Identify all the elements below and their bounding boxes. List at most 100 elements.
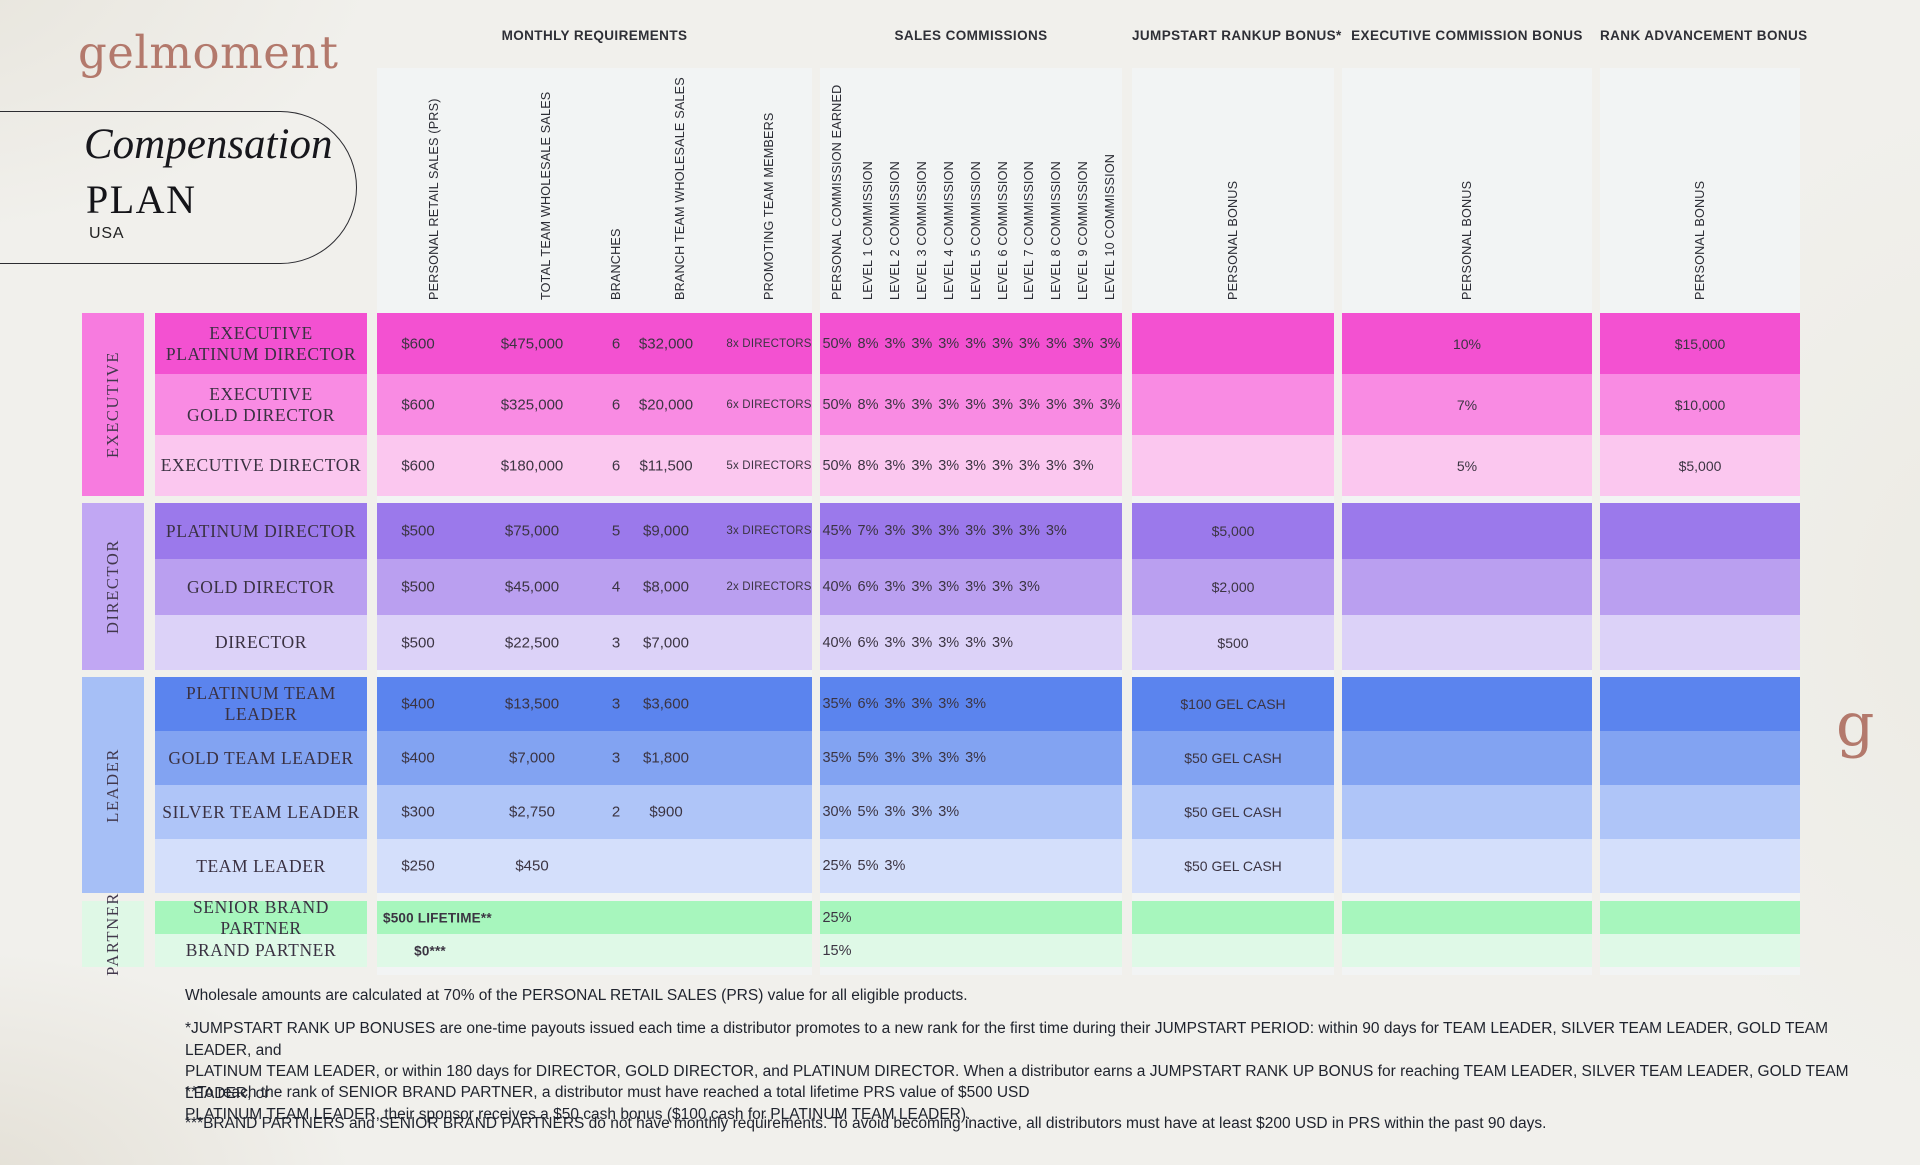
row-stripe-commissions: 25%: [820, 901, 1122, 934]
row-stripe-executive-bonus: [1342, 677, 1592, 731]
cell-value: 3%: [884, 579, 906, 595]
cell-value: 3%: [965, 335, 987, 352]
row-stripe-jumpstart: [1132, 901, 1334, 934]
cell-value: 3%: [992, 457, 1013, 474]
row-stripe-executive-bonus: [1342, 901, 1592, 934]
row-stripe-executive-bonus: [1342, 731, 1592, 785]
cell-value: 3%: [965, 457, 987, 474]
brand-monogram-icon: g: [1836, 690, 1875, 760]
cell-value: 3%: [911, 579, 933, 595]
rank-cell-brand-partner: BRAND PARTNER: [155, 934, 367, 967]
cell-value: 3%: [938, 396, 960, 413]
row-stripe-rank-advancement: $15,000: [1600, 313, 1800, 374]
row-stripe-monthly: $500 $45,000 4 $8,000 2x DIRECTORS: [377, 559, 812, 615]
cell-value: 3%: [911, 804, 933, 820]
cell-value: 6: [611, 457, 621, 474]
section-title-sales-commissions: SALES COMMISSIONS: [894, 28, 1048, 43]
row-stripe-executive-bonus: [1342, 839, 1592, 893]
column-label-sc-level-7-commission: LEVEL 7 COMMISSION: [1022, 161, 1037, 300]
row-stripe-rank-advancement: $5,000: [1600, 435, 1800, 496]
cell-value: 3: [611, 749, 621, 767]
cell-value: 3%: [1099, 396, 1121, 413]
row-stripe-executive-bonus: 10%: [1342, 313, 1592, 374]
column-label-sc-level-10-commission: LEVEL 10 COMMISSION: [1103, 153, 1118, 300]
cell-value: 3: [611, 634, 621, 651]
column-label-sc-level-8-commission: LEVEL 8 COMMISSION: [1049, 161, 1064, 300]
row-stripe-commissions: 35% 5% 3% 3% 3% 3%: [820, 731, 1122, 785]
section-title-jumpstart-rankup-bonus: JUMPSTART RANKUP BONUS*: [1132, 28, 1342, 43]
rank-group-partner: PARTNER: [82, 892, 144, 976]
cell-value: 3%: [938, 579, 960, 595]
cell-value: $250: [401, 857, 435, 875]
cell-value: 3%: [965, 696, 987, 712]
cell-value: $500: [401, 522, 435, 540]
cell-value: 3: [611, 695, 621, 713]
cell-value: 3%: [992, 396, 1013, 413]
row-stripe-monthly: $250 $450: [377, 839, 812, 893]
cell-value: 3%: [938, 523, 960, 539]
cell-value: 3%: [1018, 579, 1040, 595]
cell-value: 3%: [884, 634, 906, 651]
cell-value: $32,000: [638, 335, 694, 352]
cell-value: 7%: [857, 523, 879, 539]
cell-value: 3%: [965, 634, 987, 651]
cell-value: $500: [401, 634, 435, 651]
row-stripe-rank-advancement: [1600, 839, 1800, 893]
cell-value: 3%: [1018, 457, 1040, 474]
rank-group-label: DIRECTOR: [103, 538, 122, 634]
column-label-mr-total-team-wholesale-sales: TOTAL TEAM WHOLESALE SALES: [539, 91, 553, 300]
title-card: Compensation PLAN USA: [0, 111, 357, 264]
row-stripe-commissions: 30% 5% 3% 3% 3%: [820, 785, 1122, 839]
cell-value: $180,000: [500, 457, 564, 474]
row-stripe-rank-advancement: [1600, 559, 1800, 615]
cell-value: 6: [611, 396, 621, 413]
cell-value: 7%: [1456, 396, 1478, 413]
column-label-sc-level-1-commission: LEVEL 1 COMMISSION: [861, 161, 875, 300]
cell-value: 30%: [822, 804, 852, 820]
rank-cell-gold-team-leader: GOLD TEAM LEADER: [155, 731, 367, 785]
cell-value: 3%: [884, 858, 906, 874]
cell-value: $22,500: [504, 634, 560, 651]
cell-value: $475,000: [500, 335, 564, 352]
cell-value: 6: [611, 335, 621, 352]
row-stripe-jumpstart: [1132, 435, 1334, 496]
cell-value: $2,000: [1211, 579, 1255, 595]
rank-cell-silver-team-leader: SILVER TEAM LEADER: [155, 785, 367, 839]
cell-value: $500: [401, 578, 435, 596]
cell-value: 8x DIRECTORS: [726, 337, 812, 350]
row-stripe-commissions: 40% 6% 3% 3% 3% 3% 3% 3%: [820, 559, 1122, 615]
row-stripe-monthly: $600 $475,000 6 $32,000 8x DIRECTORS: [377, 313, 812, 374]
cell-value: $325,000: [500, 396, 564, 413]
cell-value: 3%: [938, 804, 960, 820]
cell-value: 50%: [822, 335, 852, 352]
row-stripe-executive-bonus: [1342, 785, 1592, 839]
footnote-senior-partner: **To reach the rank of SENIOR BRAND PART…: [185, 1084, 1030, 1101]
title-line-compensation: Compensation: [84, 121, 333, 168]
cell-value: $5,000: [1211, 523, 1255, 539]
row-stripe-commissions: 50% 8% 3% 3% 3% 3% 3% 3% 3% 3% 3%: [820, 313, 1122, 374]
cell-value: $50 GEL CASH: [1184, 804, 1282, 820]
cell-value: 6%: [857, 696, 879, 712]
cell-value: 3%: [1072, 457, 1094, 474]
column-label-sc-level-4-commission: LEVEL 4 COMMISSION: [941, 161, 956, 300]
rank-group-label: PARTNER: [103, 892, 122, 976]
rank-group-director: DIRECTOR: [82, 503, 144, 670]
rank-cell-executive-platinum-director: EXECUTIVE PLATINUM DIRECTOR: [155, 313, 367, 374]
rank-cell-director: DIRECTOR: [155, 615, 367, 670]
row-stripe-rank-advancement: [1600, 503, 1800, 559]
row-stripe-commissions: 50% 8% 3% 3% 3% 3% 3% 3% 3% 3% 3%: [820, 374, 1122, 435]
row-stripe-jumpstart: $500: [1132, 615, 1334, 670]
cell-value: 8%: [857, 335, 879, 352]
row-stripe-monthly: $300 $2,750 2 $900: [377, 785, 812, 839]
row-stripe-jumpstart: [1132, 934, 1334, 967]
title-line-plan: PLAN: [86, 177, 197, 222]
cell-value: 2: [611, 803, 621, 821]
cell-value: 3x DIRECTORS: [726, 525, 812, 537]
cell-value: 3%: [1099, 335, 1121, 352]
column-label-sc-level-5-commission: LEVEL 5 COMMISSION: [968, 161, 983, 300]
cell-value: $5,000: [1678, 457, 1722, 474]
footnote-jumpstart: *JUMPSTART RANK UP BONUSES are one-time …: [185, 1020, 1849, 1123]
cell-value: 3%: [938, 457, 960, 474]
cell-value: 2x DIRECTORS: [726, 581, 812, 593]
